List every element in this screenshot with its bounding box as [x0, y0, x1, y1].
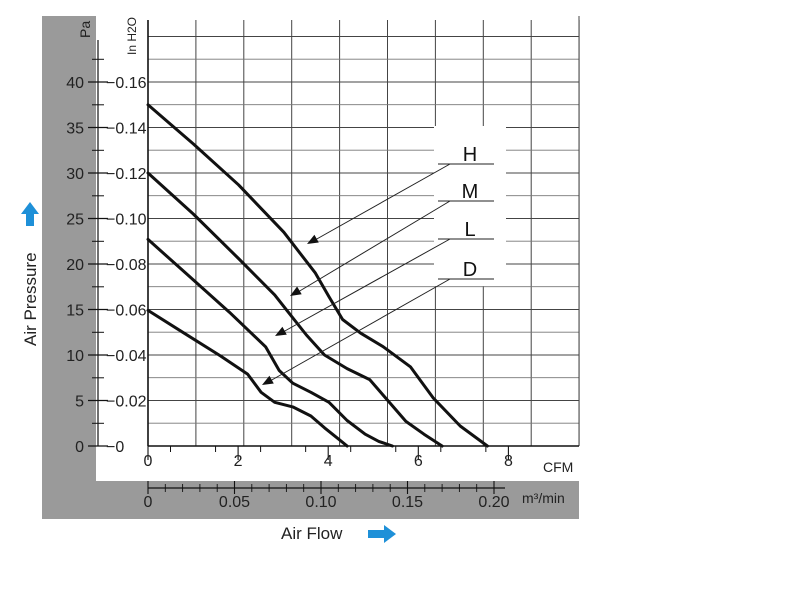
legend-label-d: D [463, 259, 477, 281]
y-axis-band [96, 16, 148, 481]
legend-arrow-line [314, 163, 451, 241]
m3-tick-label: 0.15 [392, 494, 423, 511]
legend-arrowhead [290, 286, 302, 296]
x-axis-title: Air Flow [281, 524, 343, 543]
cfm-tick-label: 4 [324, 453, 333, 470]
pa-tick-label: 35 [66, 121, 84, 138]
legend-arrow-line [297, 200, 451, 293]
curve-d [146, 308, 349, 448]
y-unit-inh2o: In H2O [125, 17, 139, 55]
y-axis-ticks: 0 5 10 15 20 25 30 35 40 −0 −0.02 −0.04 −0.06 −0.08 −0… [66, 58, 147, 456]
curve-m [146, 171, 444, 448]
cfm-tick-label: 6 [414, 453, 423, 470]
pa-tick-label: 5 [75, 394, 84, 411]
inh2o-tick-label: −0.02 [106, 394, 147, 411]
legend-box [434, 126, 506, 286]
y-axis-arrow [21, 202, 39, 226]
legend-arrow-line [282, 238, 451, 333]
inh2o-tick-label: −0.08 [106, 257, 147, 274]
x-axis-arrow [368, 525, 396, 543]
pa-tick-label: 20 [66, 257, 84, 274]
inh2o-tick-label: −0 [106, 439, 124, 456]
legend-label-m: M [462, 181, 479, 203]
x-axis-band [96, 446, 579, 481]
x-axis-ticks: 0 2 4 6 8 0 0.05 0.10 0.15 0.20 [144, 446, 513, 511]
curve-h [146, 103, 489, 448]
m3-tick-label: 0.20 [478, 494, 509, 511]
curve-l [146, 237, 394, 448]
cfm-tick-label: 8 [504, 453, 513, 470]
inh2o-tick-label: −0.16 [106, 75, 147, 92]
legend-arrow-line [269, 278, 451, 382]
inh2o-tick-label: −0.14 [106, 121, 147, 138]
plot-background [148, 16, 579, 446]
x-unit-cfm: CFM [543, 459, 573, 475]
inh2o-tick-label: −0.04 [106, 348, 147, 365]
m3-tick-label: 0.10 [305, 494, 336, 511]
pa-tick-label: 25 [66, 212, 84, 229]
curves [146, 103, 489, 448]
legend-arrowhead [262, 375, 274, 385]
m3-tick-label: 0 [144, 494, 153, 511]
x-unit-m3min: m³/min [522, 490, 565, 506]
pa-tick-label: 15 [66, 303, 84, 320]
inh2o-tick-label: −0.12 [106, 166, 147, 183]
cfm-tick-label: 2 [234, 453, 243, 470]
pa-tick-label: 30 [66, 166, 84, 183]
pa-tick-label: 0 [75, 439, 84, 456]
axes [97, 20, 579, 489]
pa-tick-label: 40 [66, 75, 84, 92]
inh2o-tick-label: −0.10 [106, 212, 147, 229]
inh2o-tick-label: −0.06 [106, 303, 147, 320]
legend-label-h: H [463, 144, 477, 166]
legend-label-l: L [464, 219, 475, 241]
y-axis-title: Air Pressure [21, 252, 40, 346]
m3-tick-label: 0.05 [219, 494, 250, 511]
legend-arrowhead [307, 234, 319, 244]
y-unit-pa: Pa [77, 21, 93, 38]
cfm-tick-label: 0 [144, 453, 153, 470]
legend-arrowhead [275, 326, 287, 336]
pa-tick-label: 10 [66, 348, 84, 365]
